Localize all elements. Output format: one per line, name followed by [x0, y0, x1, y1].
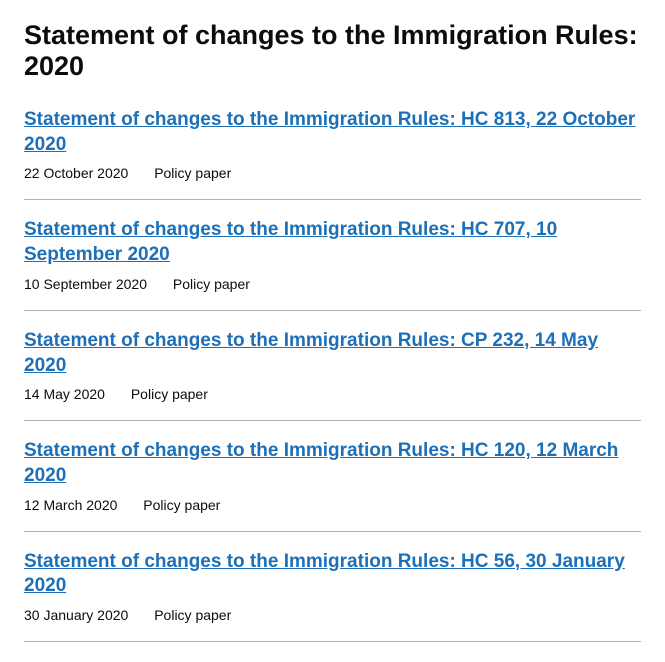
document-item: Statement of changes to the Immigration …: [24, 311, 641, 421]
document-item: Statement of changes to the Immigration …: [24, 108, 641, 200]
page-title: Statement of changes to the Immigration …: [24, 20, 641, 82]
document-item: Statement of changes to the Immigration …: [24, 200, 641, 310]
document-type: Policy paper: [154, 165, 231, 181]
document-item: Statement of changes to the Immigration …: [24, 532, 641, 642]
document-meta: 10 September 2020 Policy paper: [24, 276, 641, 292]
document-link[interactable]: Statement of changes to the Immigration …: [24, 330, 598, 376]
document-date: 14 May 2020: [24, 386, 105, 402]
document-date: 12 March 2020: [24, 497, 117, 513]
document-link[interactable]: Statement of changes to the Immigration …: [24, 219, 557, 265]
document-type: Policy paper: [154, 607, 231, 623]
document-date: 22 October 2020: [24, 165, 128, 181]
document-link[interactable]: Statement of changes to the Immigration …: [24, 551, 625, 597]
document-meta: 22 October 2020 Policy paper: [24, 165, 641, 181]
document-meta: 14 May 2020 Policy paper: [24, 386, 641, 402]
document-meta: 12 March 2020 Policy paper: [24, 497, 641, 513]
document-meta: 30 January 2020 Policy paper: [24, 607, 641, 623]
document-type: Policy paper: [143, 497, 220, 513]
document-item: Statement of changes to the Immigration …: [24, 421, 641, 531]
document-list: Statement of changes to the Immigration …: [24, 108, 641, 642]
document-link[interactable]: Statement of changes to the Immigration …: [24, 109, 635, 155]
document-type: Policy paper: [173, 276, 250, 292]
document-date: 30 January 2020: [24, 607, 128, 623]
document-date: 10 September 2020: [24, 276, 147, 292]
document-link[interactable]: Statement of changes to the Immigration …: [24, 440, 618, 486]
document-type: Policy paper: [131, 386, 208, 402]
